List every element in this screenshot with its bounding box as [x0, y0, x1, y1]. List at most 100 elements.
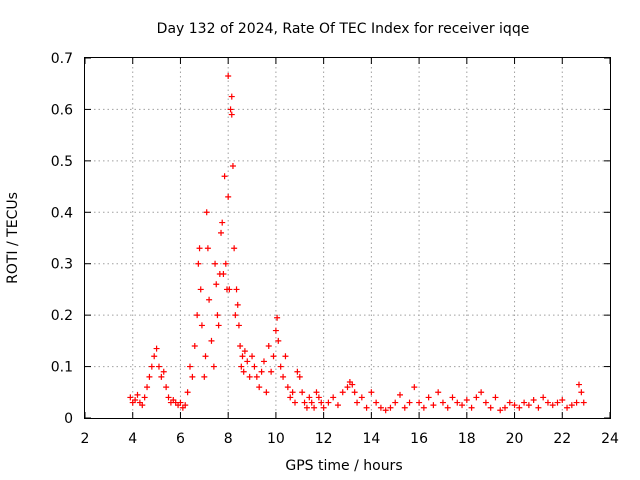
- data-point: [301, 399, 308, 406]
- data-point: [222, 260, 229, 267]
- data-point: [351, 389, 358, 396]
- data-point: [344, 384, 351, 391]
- data-point: [249, 353, 256, 360]
- data-point: [226, 286, 233, 293]
- data-point: [294, 368, 301, 375]
- data-point: [303, 404, 310, 411]
- data-point: [220, 271, 227, 277]
- data-point: [163, 384, 170, 391]
- data-point: [225, 73, 232, 79]
- y-tick-label: 0.1: [51, 360, 73, 376]
- data-point: [239, 353, 246, 360]
- x-tick-label: 10: [267, 431, 285, 447]
- data-point: [444, 404, 451, 411]
- data-point: [406, 399, 413, 406]
- data-point: [191, 343, 198, 349]
- data-point: [320, 404, 327, 411]
- y-tick-label: 0.4: [51, 205, 73, 221]
- data-point: [201, 373, 208, 380]
- data-point: [234, 301, 241, 308]
- data-point: [127, 394, 134, 401]
- data-point: [219, 219, 226, 226]
- data-point: [459, 402, 466, 409]
- data-point: [251, 363, 258, 370]
- data-point: [449, 394, 456, 401]
- data-point: [134, 391, 141, 398]
- x-tick-label: 24: [601, 431, 619, 447]
- data-point: [296, 373, 303, 380]
- x-tick-label: 6: [176, 431, 185, 447]
- data-point: [373, 399, 380, 406]
- data-point: [155, 363, 162, 370]
- data-point: [228, 93, 235, 100]
- data-point: [487, 404, 494, 411]
- data-point: [506, 399, 513, 406]
- data-point: [210, 363, 217, 370]
- data-point: [492, 394, 499, 401]
- x-tick-labels: 2 4 6 8 10 12 14 16 18 20 22 24: [81, 431, 619, 447]
- data-point: [435, 389, 442, 396]
- x-tick-label: 4: [128, 431, 137, 447]
- data-point: [318, 399, 325, 406]
- data-point: [397, 391, 403, 398]
- data-point: [244, 358, 251, 365]
- data-point: [258, 368, 265, 375]
- data-point: [497, 407, 504, 414]
- data-point: [227, 106, 234, 113]
- data-point: [280, 373, 287, 380]
- data-point: [246, 373, 253, 380]
- data-point: [478, 389, 485, 396]
- data-point: [339, 389, 346, 396]
- data-point: [231, 245, 238, 252]
- data-point: [165, 394, 172, 401]
- data-point: [275, 337, 282, 344]
- data-point: [197, 286, 204, 293]
- data-point: [425, 394, 432, 401]
- data-point: [256, 384, 263, 391]
- data-point: [313, 389, 320, 396]
- data-point: [411, 384, 418, 391]
- y-tick-label: 0.6: [51, 102, 73, 118]
- data-point: [237, 343, 244, 349]
- data-point: [363, 404, 370, 411]
- y-tick-labels: 0 0.1 0.2 0.3 0.4 0.5 0.6 0.7: [51, 51, 73, 427]
- data-point: [439, 399, 446, 406]
- x-axis-label: GPS time / hours: [285, 458, 402, 474]
- data-point: [387, 404, 394, 411]
- data-point: [182, 402, 189, 409]
- data-point: [268, 368, 275, 375]
- data-point: [277, 363, 284, 370]
- y-tick-label: 0.7: [51, 51, 73, 67]
- data-point: [568, 402, 575, 409]
- x-tick-label: 20: [506, 431, 524, 447]
- data-point: [282, 353, 289, 360]
- data-point: [241, 348, 248, 355]
- data-point: [554, 399, 561, 406]
- data-point: [194, 312, 201, 319]
- data-point: [289, 389, 296, 396]
- data-point: [535, 404, 542, 411]
- data-point: [544, 399, 551, 406]
- data-point: [270, 353, 277, 360]
- data-point: [196, 245, 203, 252]
- data-point: [549, 402, 556, 409]
- data-point: [511, 402, 518, 409]
- data-point: [187, 363, 193, 370]
- data-point: [502, 404, 508, 411]
- plot-frame: [84, 57, 611, 419]
- data-point: [330, 394, 337, 401]
- x-tick-label: 14: [362, 431, 380, 447]
- data-point: [215, 322, 222, 329]
- data-point: [580, 399, 587, 406]
- data-point: [401, 404, 408, 411]
- y-tick-label: 0.3: [51, 257, 73, 273]
- data-point: [578, 389, 585, 396]
- data-point: [158, 373, 165, 380]
- data-point: [218, 229, 225, 236]
- data-point: [482, 399, 489, 406]
- data-point: [392, 399, 399, 406]
- data-point: [184, 389, 191, 396]
- data-point: [233, 286, 240, 293]
- data-point: [315, 394, 322, 401]
